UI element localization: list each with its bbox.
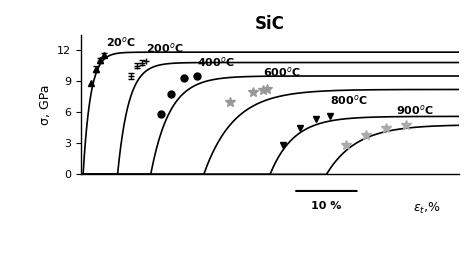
Text: 200$^o$C: 200$^o$C: [146, 41, 184, 55]
Title: SiC: SiC: [255, 15, 285, 33]
Text: 400$^o$C: 400$^o$C: [197, 55, 235, 69]
Text: 900$^o$C: 900$^o$C: [396, 103, 434, 117]
Y-axis label: σ, GPa: σ, GPa: [39, 84, 52, 125]
Text: 10 %: 10 %: [311, 201, 342, 211]
Text: $\varepsilon_t$,%: $\varepsilon_t$,%: [412, 201, 440, 217]
Text: 20$^o$C: 20$^o$C: [106, 34, 136, 48]
Text: 800$^o$C: 800$^o$C: [330, 93, 367, 107]
Text: 600$^o$C: 600$^o$C: [264, 65, 301, 79]
